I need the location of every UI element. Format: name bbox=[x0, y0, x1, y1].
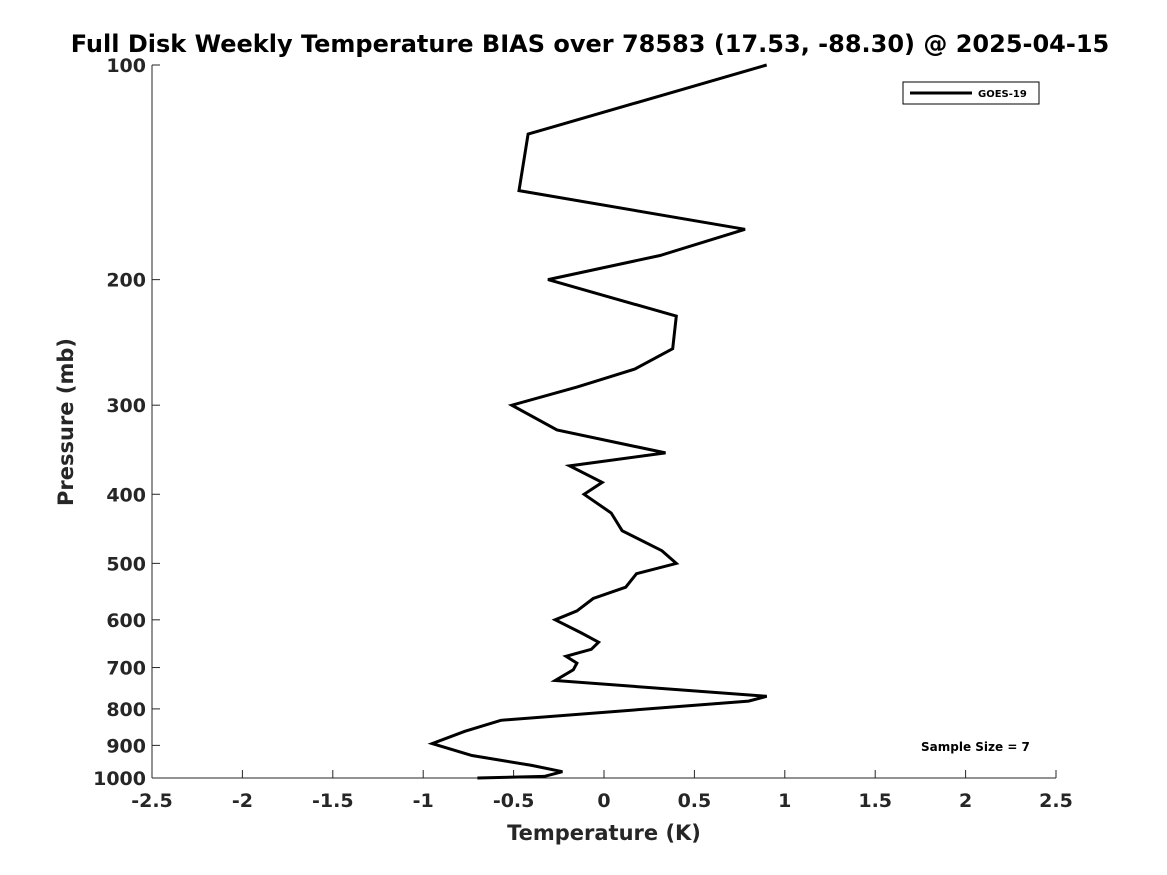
y-tick-label: 500 bbox=[106, 553, 146, 575]
series-layer bbox=[427, 63, 768, 780]
x-tick-label: 2.5 bbox=[1039, 790, 1073, 812]
x-axis-label: Temperature (K) bbox=[507, 821, 701, 845]
x-tick-label: 0 bbox=[597, 790, 610, 812]
x-tick-label: 0.5 bbox=[678, 790, 712, 812]
x-tick-label: -2 bbox=[232, 790, 253, 812]
y-tick-label: 700 bbox=[106, 658, 146, 680]
chart-title: Full Disk Weekly Temperature BIAS over 7… bbox=[71, 30, 1110, 58]
y-tick-label: 100 bbox=[106, 55, 146, 77]
plot-background bbox=[152, 65, 1056, 778]
y-tick-label: 800 bbox=[106, 699, 146, 721]
sample-size-annotation: Sample Size = 7 bbox=[921, 740, 1030, 754]
x-tick-label: -2.5 bbox=[131, 790, 173, 812]
x-tick-label: 1 bbox=[778, 790, 791, 812]
x-tick-label: 2 bbox=[959, 790, 972, 812]
y-tick-label: 200 bbox=[106, 270, 146, 292]
x-tick-label: -1 bbox=[413, 790, 434, 812]
series-line-goes-19 bbox=[427, 63, 768, 780]
y-tick-label: 1000 bbox=[93, 768, 146, 790]
legend-label-goes-19: GOES-19 bbox=[978, 89, 1027, 100]
y-ticks: 100 200 300 400 500 600 700 800 900 1000 bbox=[93, 55, 160, 790]
x-tick-label: -0.5 bbox=[493, 790, 535, 812]
x-ticks: -2.5 -2 -1.5 -1 -0.5 0 0.5 1 1.5 2 2.5 bbox=[131, 770, 1073, 812]
x-tick-label: 1.5 bbox=[858, 790, 892, 812]
x-tick-label: -1.5 bbox=[312, 790, 354, 812]
y-tick-label: 900 bbox=[106, 735, 146, 757]
plot-area bbox=[151, 65, 1056, 779]
y-tick-label: 400 bbox=[106, 484, 146, 506]
y-axis-label: Pressure (mb) bbox=[54, 338, 78, 506]
y-tick-label: 300 bbox=[106, 395, 146, 417]
legend: GOES-19 bbox=[902, 81, 1040, 105]
y-tick-label: 600 bbox=[106, 610, 146, 632]
